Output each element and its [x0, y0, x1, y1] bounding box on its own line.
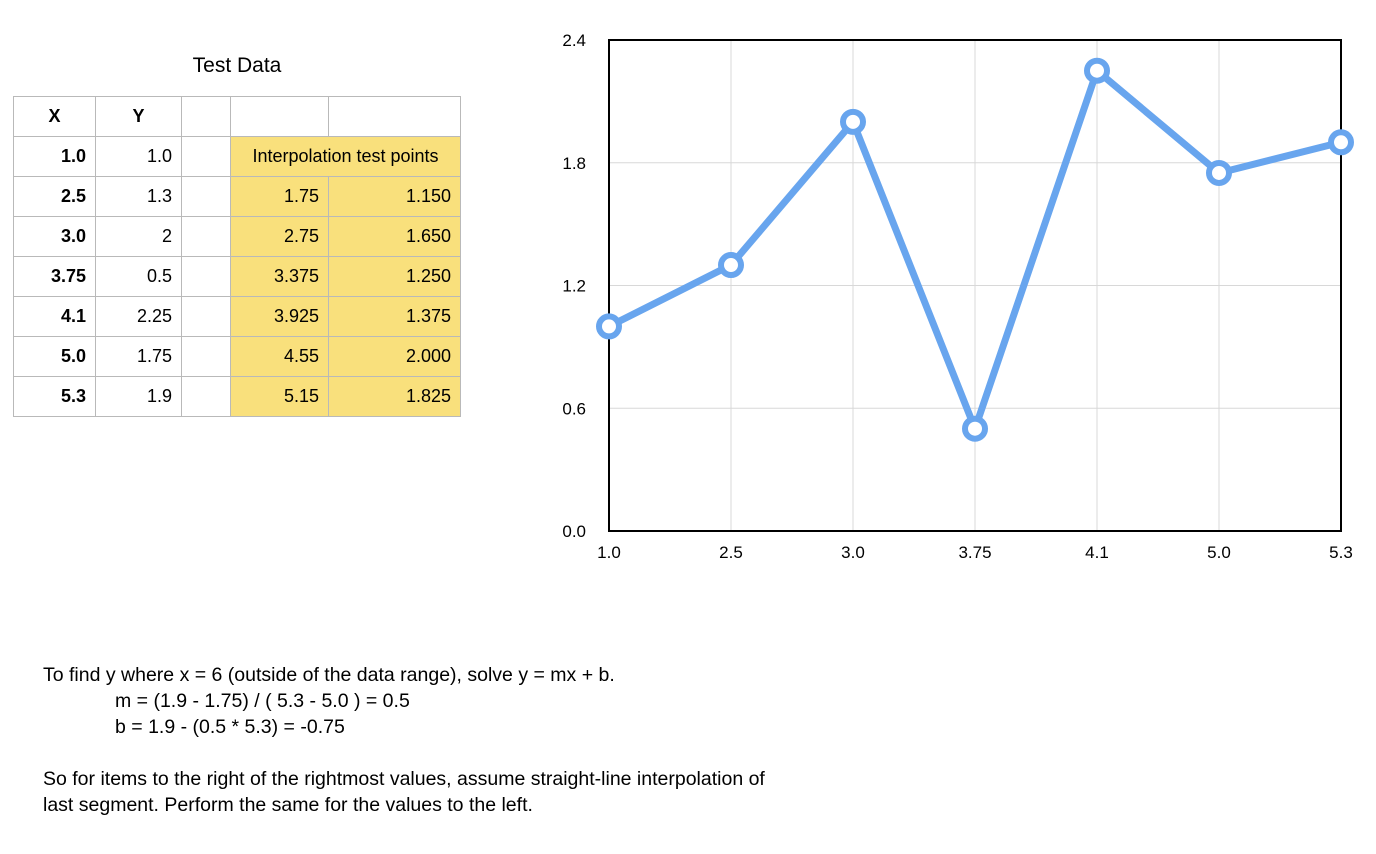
table-row: 4.1 2.25 3.925 1.375 [13, 296, 461, 337]
grid-lines [608, 39, 1342, 532]
spacer-cell [181, 336, 231, 377]
note-line-5: last segment. Perform the same for the v… [43, 794, 533, 816]
header-cell: Y [95, 96, 182, 137]
x-tick-label: 5.3 [1329, 543, 1353, 562]
header-cell [328, 96, 461, 137]
y-cell: 2 [95, 216, 182, 257]
x-tick-label: 4.1 [1085, 543, 1109, 562]
note-line-4: So for items to the right of the rightmo… [43, 768, 765, 790]
interp-x-cell: 3.925 [230, 296, 329, 337]
interp-y-cell: 1.650 [328, 216, 461, 257]
y-tick-label: 1.8 [562, 154, 586, 173]
table-title: Test Data [192, 54, 282, 77]
data-table: X Y 1.0 1.0 Interpolation test points 2.5 1.3 1… [13, 96, 461, 417]
x-cell: 5.3 [13, 376, 96, 417]
y-tick-label: 2.4 [562, 31, 586, 50]
interp-x-cell: 3.375 [230, 256, 329, 297]
interp-x-cell: 2.75 [230, 216, 329, 257]
x-cell: 3.75 [13, 256, 96, 297]
x-tick-label: 2.5 [719, 543, 743, 562]
line-chart: 0.0 0.6 1.2 1.8 2.4 1.0 2.5 3.0 3.75 4.1 5.0 5.3 [562, 31, 1354, 562]
note-line-3: b = 1.9 - (0.5 * 5.3) = -0.75 [115, 716, 345, 738]
interp-y-cell: 1.150 [328, 176, 461, 217]
x-tick-label: 3.75 [958, 543, 991, 562]
header-cell: X [13, 96, 96, 137]
data-points [596, 57, 1354, 442]
interp-y-cell: 2.000 [328, 336, 461, 377]
header-cell [181, 96, 231, 137]
table-row: 2.5 1.3 1.75 1.150 [13, 176, 461, 217]
data-point [840, 108, 866, 135]
y-cell: 0.5 [95, 256, 182, 297]
x-cell: 5.0 [13, 336, 96, 377]
data-point [1206, 159, 1232, 186]
x-tick-label: 1.0 [597, 543, 621, 562]
y-axis-ticks: 0.0 0.6 1.2 1.8 2.4 [562, 31, 586, 541]
data-point [596, 313, 622, 340]
interp-x-cell: 4.55 [230, 336, 329, 377]
spacer-cell [181, 376, 231, 417]
interp-y-cell: 1.375 [328, 296, 461, 337]
plot-frame [608, 39, 1342, 532]
interp-y-cell: 1.825 [328, 376, 461, 417]
note-line-2: m = (1.9 - 1.75) / ( 5.3 - 5.0 ) = 0.5 [115, 690, 410, 712]
y-cell: 2.25 [95, 296, 182, 337]
x-axis-ticks: 1.0 2.5 3.0 3.75 4.1 5.0 5.3 [597, 543, 1353, 562]
data-point [962, 415, 988, 442]
interp-x-cell: 1.75 [230, 176, 329, 217]
x-cell: 1.0 [13, 136, 96, 177]
table-row: 3.0 2 2.75 1.650 [13, 216, 461, 257]
x-cell: 3.0 [13, 216, 96, 257]
x-tick-label: 5.0 [1207, 543, 1231, 562]
data-point [718, 252, 744, 279]
x-cell: 2.5 [13, 176, 96, 217]
y-cell: 1.75 [95, 336, 182, 377]
note-line-1: To find y where x = 6 (outside of the da… [43, 664, 615, 686]
y-tick-label: 1.2 [562, 277, 586, 296]
header-cell [230, 96, 329, 137]
x-tick-label: 3.0 [841, 543, 865, 562]
notes: To find y where x = 6 (outside of the da… [43, 662, 943, 818]
y-tick-label: 0.6 [562, 399, 586, 418]
spacer-cell [181, 256, 231, 297]
y-cell: 1.3 [95, 176, 182, 217]
table-row: 5.3 1.9 5.15 1.825 [13, 376, 461, 417]
table-row: 5.0 1.75 4.55 2.000 [13, 336, 461, 377]
data-point [1084, 57, 1110, 84]
data-point [1328, 129, 1354, 156]
spacer-cell [181, 296, 231, 337]
y-cell: 1.9 [95, 376, 182, 417]
y-tick-label: 0.0 [562, 522, 586, 541]
